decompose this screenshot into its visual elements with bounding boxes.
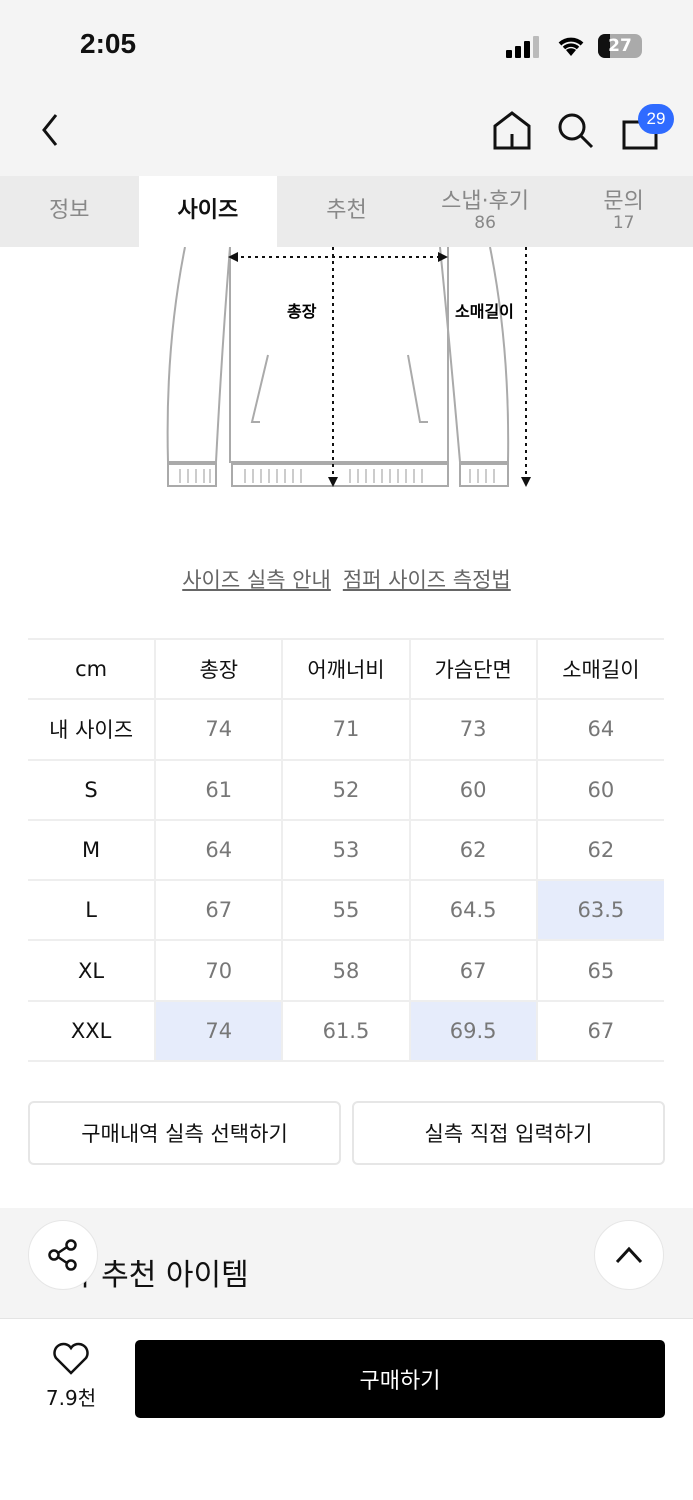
row-label: 내 사이즈 [28, 698, 157, 761]
header-cell: 어깨너비 [282, 637, 411, 701]
battery-level: 27 [608, 36, 632, 56]
cell: 65 [536, 939, 664, 1002]
header-cell: 소매길이 [536, 637, 664, 701]
tab-label: 문의 [603, 189, 644, 215]
cell: 60 [536, 758, 664, 821]
cell: 61.5 [282, 999, 411, 1063]
chevron-up-icon [615, 1246, 643, 1264]
tab-label: 정보 [49, 198, 90, 224]
cell: 67 [155, 879, 284, 942]
size-table: cm 총장 어깨너비 가슴단면 소매길이 내 사이즈 74 71 73 64 S 61 52… [28, 637, 664, 1063]
recommend-section [0, 1208, 693, 1318]
table-header-row: cm 총장 어깨너비 가슴단면 소매길이 [28, 637, 664, 701]
buy-button[interactable]: 구매하기 [135, 1340, 665, 1418]
like-count: 7.9천 [45, 1386, 97, 1410]
row-label: S [28, 758, 157, 821]
cell: 74 [155, 698, 284, 761]
cell: 67 [536, 999, 664, 1063]
signal-icon [506, 36, 539, 58]
jacket-size-diagram: 총장 소매길이 [166, 247, 531, 487]
row-label: M [28, 818, 157, 882]
share-button[interactable] [28, 1220, 98, 1290]
cell: 53 [282, 818, 411, 882]
cell: 64 [155, 818, 284, 882]
cell: 64.5 [409, 879, 538, 942]
length-label: 총장 [287, 302, 317, 321]
table-row: S 61 52 60 60 [28, 758, 664, 821]
tab-count: 17 [612, 213, 635, 234]
tab-info[interactable]: 정보 [0, 176, 139, 247]
cell: 60 [409, 758, 538, 821]
header-cell: 가슴단면 [409, 637, 538, 701]
cell: 67 [409, 939, 538, 1002]
share-icon [48, 1239, 77, 1271]
like-button[interactable]: 7.9천 [40, 1342, 102, 1411]
status-time: 2:05 [80, 28, 137, 59]
cell: 58 [282, 939, 411, 1002]
cell: 70 [155, 939, 284, 1002]
row-label: L [28, 879, 157, 942]
battery-indicator: 27 [598, 34, 642, 58]
cell-highlighted: 74 [155, 999, 284, 1063]
tab-label: 사이즈 [177, 198, 239, 224]
wifi-icon [558, 37, 584, 56]
tab-bar: 정보 사이즈 추천 스냅·후기 86 문의 17 [0, 176, 693, 247]
table-row: L 67 55 64.5 63.5 [28, 879, 664, 942]
cell: 64 [536, 698, 664, 761]
cell: 73 [409, 698, 538, 761]
cart-count-badge: 29 [638, 104, 674, 134]
measure-method-link[interactable]: 점퍼 사이즈 측정법 [342, 568, 511, 592]
tab-recommend[interactable]: 추천 [277, 176, 416, 247]
cell: 71 [282, 698, 411, 761]
size-links: 사이즈 실측 안내 점퍼 사이즈 측정법 [0, 564, 693, 594]
cell-highlighted: 63.5 [536, 879, 664, 942]
status-bar [0, 0, 693, 176]
sleeve-label: 소매길이 [455, 302, 514, 321]
direct-input-measure-button[interactable]: 실측 직접 입력하기 [352, 1101, 665, 1165]
tab-label: 스냅·후기 [441, 189, 530, 215]
heart-icon [53, 1342, 89, 1375]
header-cell: cm [28, 637, 157, 701]
search-icon[interactable] [557, 112, 595, 150]
table-row: XL 70 58 67 65 [28, 939, 664, 1002]
cell: 62 [409, 818, 538, 882]
tab-snap-review[interactable]: 스냅·후기 86 [416, 176, 555, 247]
tab-inquiry[interactable]: 문의 17 [554, 176, 693, 247]
table-row: M 64 53 62 62 [28, 818, 664, 882]
cell: 61 [155, 758, 284, 821]
table-row: XXL 74 61.5 69.5 67 [28, 999, 664, 1063]
tab-count: 86 [474, 213, 496, 234]
back-icon[interactable] [38, 112, 62, 148]
tab-label: 추천 [326, 198, 367, 224]
cell: 52 [282, 758, 411, 821]
row-label: XXL [28, 999, 157, 1063]
tab-size[interactable]: 사이즈 [138, 176, 278, 247]
scroll-top-button[interactable] [594, 1220, 664, 1290]
cell: 55 [282, 879, 411, 942]
cell: 62 [536, 818, 664, 882]
row-label: XL [28, 939, 157, 1002]
select-purchase-measure-button[interactable]: 구매내역 실측 선택하기 [28, 1101, 341, 1165]
cell-highlighted: 69.5 [409, 999, 538, 1063]
header-cell: 총장 [155, 637, 284, 701]
table-row: 내 사이즈 74 71 73 64 [28, 698, 664, 761]
size-guide-link[interactable]: 사이즈 실측 안내 [182, 568, 331, 592]
home-icon[interactable] [492, 110, 532, 150]
